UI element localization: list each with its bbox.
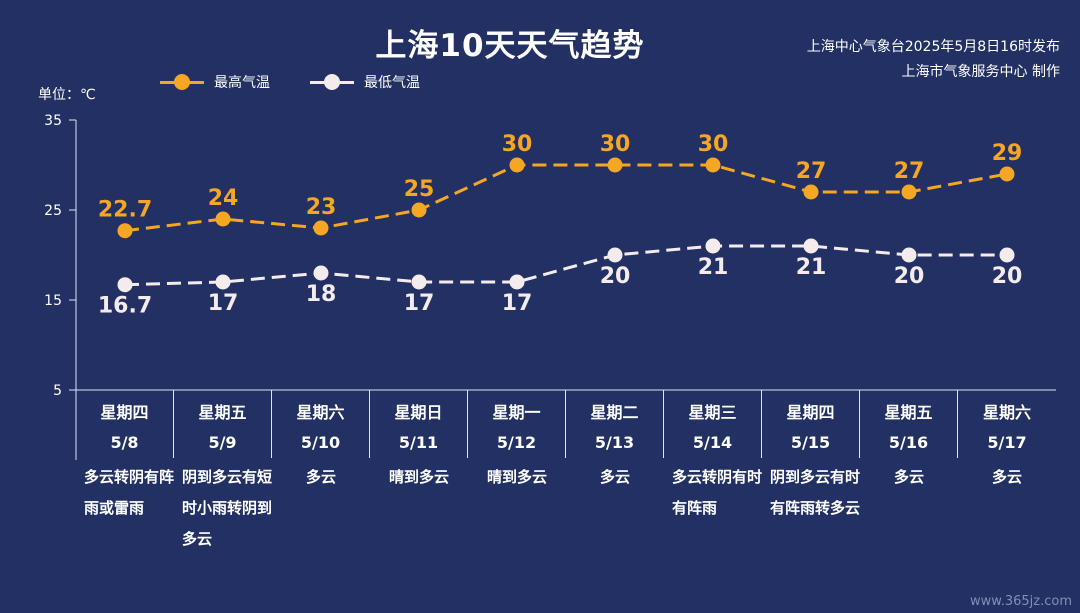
- day-weather: 多云: [893, 468, 924, 486]
- series-1-point-9: [999, 247, 1015, 263]
- watermark: www.365jz.com: [970, 594, 1072, 609]
- series-0-label-9: 29: [992, 141, 1023, 166]
- series-1-point-1: [215, 274, 231, 290]
- day-date: 5/14: [692, 433, 733, 452]
- day-cell: 星期一 5/12: [468, 390, 566, 458]
- source-line-2: 上海市气象服务中心 制作: [901, 64, 1060, 80]
- day-date: 5/15: [790, 433, 831, 452]
- series-0-point-7: [803, 184, 819, 200]
- y-tick-label-25: 25: [44, 203, 62, 219]
- day-cell: 星期四 5/15: [762, 390, 860, 458]
- series-0-label-4: 30: [502, 132, 533, 157]
- day-weather: 多云: [305, 468, 336, 486]
- day-weekday: 星期六: [296, 403, 345, 422]
- day-weekday: 星期二: [590, 403, 639, 422]
- legend-low-swatch: [310, 74, 354, 90]
- day-weather: 阴到多云有时有阵雨转多云: [770, 468, 861, 517]
- unit-label: 单位：℃: [38, 87, 96, 103]
- day-weekday: 星期四: [100, 403, 149, 422]
- series-1-label-9: 20: [992, 264, 1023, 289]
- series-0-point-6: [705, 157, 721, 173]
- series-0-label-2: 23: [306, 195, 337, 220]
- legend-high: 最高气温: [160, 72, 270, 92]
- day-weekday: 星期日: [394, 403, 443, 422]
- day-weekday: 星期三: [688, 403, 737, 422]
- legend-low-label: 最低气温: [364, 75, 420, 91]
- series-1-point-5: [607, 247, 623, 263]
- day-cell: 星期五 5/16: [860, 390, 958, 458]
- day-date: 5/13: [594, 433, 635, 452]
- series-0-label-1: 24: [208, 186, 239, 211]
- day-cell: 星期三 5/14: [664, 390, 762, 458]
- day-date: 5/9: [208, 433, 237, 452]
- series-1-point-3: [411, 274, 427, 290]
- series-0-label-6: 30: [698, 132, 729, 157]
- series-1-label-7: 21: [796, 255, 827, 280]
- series-1-label-3: 17: [404, 291, 435, 316]
- series-0-point-4: [509, 157, 525, 173]
- legend-low: 最低气温: [310, 72, 420, 92]
- series-1-label-5: 20: [600, 264, 631, 289]
- series-1-point-6: [705, 238, 721, 254]
- series-line-1: [124, 244, 1007, 287]
- day-weather: 晴到多云: [388, 468, 449, 486]
- chart-title: 上海10天天气趋势: [375, 28, 645, 64]
- series-1-label-0: 16.7: [98, 294, 152, 319]
- day-date: 5/16: [888, 433, 929, 452]
- day-weekday: 星期五: [198, 403, 247, 422]
- day-cell: 星期二 5/13: [566, 390, 664, 458]
- day-weather: 多云: [991, 468, 1022, 486]
- series-1-point-8: [901, 247, 917, 263]
- series-0-label-8: 27: [894, 159, 925, 184]
- day-weather: 多云转阴有阵雨或雷雨: [84, 468, 175, 517]
- day-weather: 多云: [599, 468, 630, 486]
- series-0-point-8: [901, 184, 917, 200]
- series-1-point-2: [313, 265, 329, 281]
- day-date: 5/10: [300, 433, 341, 452]
- day-weekday: 星期六: [982, 403, 1031, 422]
- y-tick-label-15: 15: [44, 293, 62, 309]
- series-0-label-3: 25: [404, 177, 435, 202]
- series-1-label-2: 18: [306, 282, 337, 307]
- day-cell: 星期日 5/11: [370, 390, 468, 458]
- day-cell: 星期六 5/10: [272, 390, 370, 458]
- series-1-label-1: 17: [208, 291, 239, 316]
- day-cell: 星期五 5/9: [174, 390, 272, 458]
- series-1-point-0: [117, 277, 133, 293]
- series-0-point-0: [117, 223, 133, 239]
- series-1-label-6: 21: [698, 255, 729, 280]
- series-1-label-8: 20: [894, 264, 925, 289]
- legend-high-label: 最高气温: [214, 75, 270, 91]
- series-1-point-4: [509, 274, 525, 290]
- y-tick-label-5: 5: [53, 383, 62, 399]
- legend-high-swatch: [160, 74, 204, 90]
- series-0-label-5: 30: [600, 132, 631, 157]
- series-0-label-7: 27: [796, 159, 827, 184]
- day-date: 5/12: [496, 433, 537, 452]
- day-weather: 多云转阴有时有阵雨: [672, 468, 763, 517]
- day-cell: 星期四 5/8: [76, 390, 174, 458]
- series-1-label-4: 17: [502, 291, 533, 316]
- series-0-point-9: [999, 166, 1015, 182]
- day-weather: 阴到多云有短时小雨转阴到多云: [182, 468, 273, 548]
- day-date: 5/17: [987, 433, 1027, 452]
- series-0-point-3: [411, 202, 427, 218]
- day-date: 5/11: [398, 433, 439, 452]
- day-cell: 星期六 5/17: [958, 390, 1056, 458]
- day-weekday: 星期一: [492, 403, 541, 422]
- series-line-0: [124, 163, 1008, 233]
- day-weekday: 星期五: [884, 403, 933, 422]
- series-0-point-1: [215, 211, 231, 227]
- series-1-point-7: [803, 238, 819, 254]
- y-tick-label-35: 35: [44, 113, 62, 129]
- day-weekday: 星期四: [786, 403, 835, 422]
- day-date: 5/8: [110, 433, 139, 452]
- day-weather: 晴到多云: [486, 468, 547, 486]
- series-0-label-0: 22.7: [98, 198, 152, 223]
- series-0-point-2: [313, 220, 329, 236]
- series-0-point-5: [607, 157, 623, 173]
- source-line-1: 上海中心气象台2025年5月8日16时发布: [806, 39, 1060, 55]
